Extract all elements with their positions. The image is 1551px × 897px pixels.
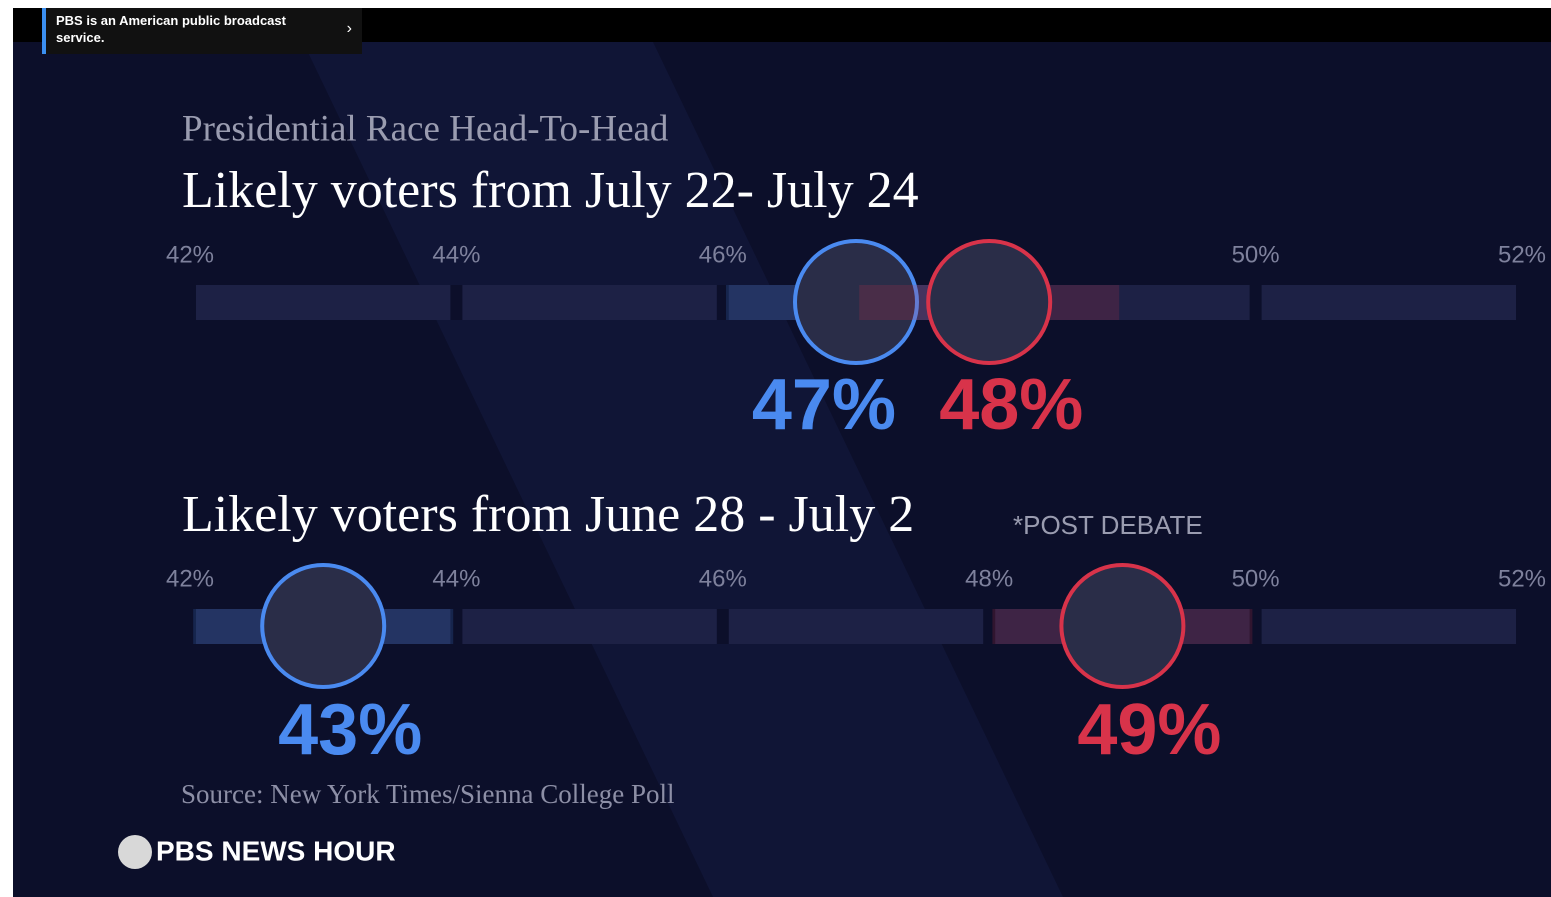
chart-title: Likely voters from July 22- July 24 bbox=[182, 162, 919, 219]
x-tick-label: 44% bbox=[432, 565, 480, 592]
x-tick-label: 52% bbox=[1498, 565, 1546, 592]
x-tick-label: 42% bbox=[166, 241, 214, 268]
marker bbox=[1059, 563, 1186, 689]
annotation: *POST DEBATE bbox=[1013, 510, 1203, 540]
chart-title: Likely voters from June 28 - July 2 bbox=[182, 486, 914, 543]
banner-text: PBS is an American public broadcast serv… bbox=[56, 13, 286, 45]
x-tick-label: 44% bbox=[432, 241, 480, 268]
x-tick-label: 50% bbox=[1232, 565, 1280, 592]
info-banner[interactable]: PBS is an American public broadcast serv… bbox=[42, 8, 362, 54]
marker bbox=[260, 563, 387, 689]
x-tick-label: 46% bbox=[699, 565, 747, 592]
value-label: 49% bbox=[1077, 690, 1221, 770]
title: Presidential Race Head-To-Head bbox=[182, 108, 669, 149]
value-label: 48% bbox=[939, 365, 1083, 445]
x-tick-label: 42% bbox=[166, 565, 214, 592]
value-label: 47% bbox=[752, 365, 896, 445]
x-tick-label: 52% bbox=[1498, 241, 1546, 268]
logo-icon bbox=[118, 835, 152, 869]
marker bbox=[926, 239, 1053, 365]
source: Source: New York Times/Sienna College Po… bbox=[181, 779, 675, 809]
x-tick-label: 46% bbox=[699, 241, 747, 268]
track bbox=[190, 609, 1522, 644]
chart: Presidential Race Head-To-Head Source: N… bbox=[13, 8, 1551, 897]
x-tick-label: 48% bbox=[965, 565, 1013, 592]
chevron: › bbox=[346, 20, 352, 37]
value-label: 43% bbox=[278, 690, 422, 770]
x-tick-label: 50% bbox=[1232, 241, 1280, 268]
decor-stripe bbox=[303, 42, 1063, 897]
logo: PBS NEWS HOUR bbox=[156, 835, 396, 866]
marker bbox=[793, 239, 919, 365]
video-frame: Presidential Race Head-To-Head Source: N… bbox=[13, 8, 1551, 897]
